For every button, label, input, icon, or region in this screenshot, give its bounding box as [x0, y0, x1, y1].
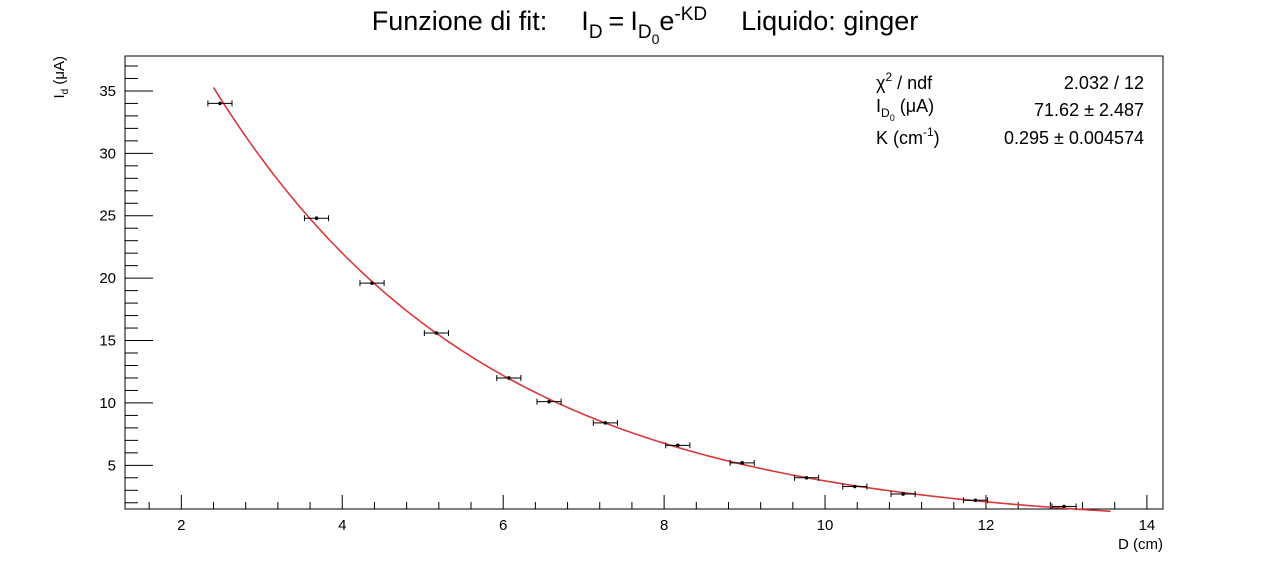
stats-i0-subsub: 0: [890, 113, 895, 123]
x-tick-label: 2: [177, 517, 185, 534]
y-tick-label: 5: [108, 457, 116, 474]
title-exp-sup: -KD: [674, 4, 707, 25]
data-point: [729, 459, 755, 466]
data-point: [793, 474, 820, 481]
data-point: [207, 100, 233, 107]
stats-i0-label: ID0 (μA): [876, 96, 934, 123]
data-point: [962, 497, 989, 504]
point-marker: [434, 331, 439, 335]
point-marker: [740, 461, 744, 465]
y-axis-tick-labels: 5 10 15 20 25 30 35: [99, 83, 116, 474]
data-point: [303, 215, 330, 222]
stats-i0-symbol: I: [876, 96, 881, 116]
title-suffix: Liquido: ginger: [741, 6, 918, 36]
data-point: [665, 442, 691, 449]
data-points: [207, 100, 1077, 510]
point-marker: [218, 101, 222, 106]
x-tick-label: 4: [338, 517, 346, 534]
plot-frame: [124, 55, 1164, 510]
stats-i0-rest: (μA): [895, 96, 934, 116]
stats-k-value: 0.295 ± 0.004574: [1004, 128, 1144, 148]
title-rhs-subsub: 0: [652, 31, 660, 47]
stats-k-label: K (cm-1): [876, 125, 940, 148]
data-point: [423, 330, 449, 337]
y-axis-ticks: [125, 65, 153, 504]
point-marker: [314, 216, 319, 221]
x-tick-label: 14: [1139, 517, 1156, 534]
data-point: [496, 374, 522, 381]
data-point: [536, 398, 562, 405]
stats-k-prefix: K (cm: [876, 128, 923, 148]
title-prefix: Funzione di fit:: [372, 6, 548, 36]
y-axis-title-symbol: I: [51, 94, 68, 98]
y-axis-title-sub: d: [60, 89, 71, 95]
y-tick-label: 35: [99, 83, 116, 100]
title-rhs-sub: D: [638, 22, 652, 43]
y-tick-label: 30: [99, 145, 116, 162]
x-tick-label: 10: [817, 517, 834, 534]
point-marker: [901, 492, 905, 496]
stats-i0-sub: D: [881, 106, 890, 120]
data-point: [1051, 503, 1077, 510]
x-tick-label: 12: [978, 517, 995, 534]
data-point: [592, 419, 618, 426]
y-tick-label: 20: [99, 270, 116, 287]
point-marker: [370, 281, 374, 285]
point-marker: [973, 498, 978, 503]
point-marker: [507, 376, 511, 380]
data-point: [359, 280, 385, 287]
stats-i0-value: 71.62 ± 2.487: [1034, 100, 1144, 120]
point-marker: [675, 443, 680, 448]
point-marker: [853, 484, 857, 489]
y-axis-title: Id (μA): [51, 56, 71, 99]
stats-k-sup: -1: [923, 125, 934, 139]
title-rhs-symbol: I: [630, 6, 638, 36]
chart-title: Funzione di fit: ID = ID0e-KD Liquido: ginge…: [372, 4, 919, 47]
x-tick-label: 8: [660, 517, 668, 534]
data-point: [890, 491, 916, 498]
x-axis-title: D (cm): [1118, 536, 1163, 553]
y-tick-label: 10: [99, 395, 116, 412]
data-point: [842, 483, 868, 490]
point-marker: [603, 421, 608, 425]
title-exp-base: e: [659, 6, 674, 36]
fit-curve: [212, 86, 1111, 513]
y-axis-title-unit: (μA): [51, 56, 68, 89]
stats-box: χ2 / ndf 2.032 / 12 ID0 (μA) 71.62 ± 2.4…: [876, 70, 1144, 148]
stats-k-suffix: ): [934, 128, 940, 148]
y-tick-label: 25: [99, 208, 116, 225]
title-lhs-sub: D: [589, 22, 603, 43]
stats-chi2-value: 2.032 / 12: [1064, 73, 1144, 93]
stats-chi2-rest: / ndf: [892, 73, 933, 93]
point-marker: [804, 476, 809, 480]
x-tick-label: 6: [499, 517, 507, 534]
point-marker: [547, 399, 551, 404]
stats-chi2-label: χ2 / ndf: [876, 70, 933, 93]
point-marker: [1062, 504, 1066, 509]
stats-chi2-symbol: χ: [876, 73, 886, 93]
x-axis-tick-labels: 2 4 6 8 10 12 14: [177, 517, 1155, 534]
x-axis-ticks: [148, 495, 1148, 509]
stats-chi2-sup: 2: [885, 70, 892, 84]
title-lhs-symbol: I: [581, 6, 589, 36]
y-tick-label: 15: [99, 333, 116, 350]
title-equals: =: [609, 6, 625, 36]
